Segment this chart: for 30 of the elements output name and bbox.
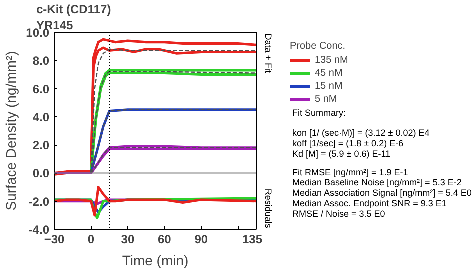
y-tick-label: 4.0 (32, 110, 50, 124)
text: koff [1/sec] = (1.8 ± 0.2) E-6 (292, 138, 404, 148)
chart-title: c-Kit (CD117) (36, 2, 112, 16)
text: Residuals (264, 188, 274, 229)
x-tick-label: 90 (194, 232, 208, 246)
y-tick-label: 0.0 (32, 166, 50, 181)
y-axis-title: Surface Density (ng/mm²) (3, 51, 20, 211)
text: Median Association Signal [ng/mm²] = 5.4 E0 (292, 188, 472, 198)
x-tick-label: 135 (242, 232, 263, 246)
x-tick-label: 0 (88, 232, 95, 246)
y-tick-label: -2.0 (28, 194, 50, 209)
y-tick-label: 2.0 (32, 138, 50, 153)
text: Median Assoc. Endpoint SNR = 9.3 E1 (292, 198, 447, 209)
x-tick-label: 60 (158, 232, 172, 246)
text: Median Baseline Noise [ng/mm²] = 5.3 E-2 (292, 178, 462, 188)
text: RMSE / Noise = 3.5 E0 (292, 209, 386, 220)
text: kon [1/ (sec·M)] = (3.12 ± 0.02) E4 (292, 128, 430, 138)
text: Data + Fit (264, 34, 274, 74)
y-tick-label: 6.0 (32, 82, 50, 96)
legend-label: 15 nM (315, 80, 343, 92)
text: Fit RMSE [ng/mm²] = 1.9 E-1 (292, 167, 408, 178)
text: Fit Summary: (292, 108, 346, 118)
legend-label: 5 nM (315, 94, 338, 104)
legend-label: 135 nM (315, 54, 348, 66)
legend-label: 45 nM (315, 68, 343, 78)
x-axis-title: Time (min) (122, 252, 189, 268)
text: Kd [M] = (5.9 ± 0.6) E-11 (292, 148, 391, 159)
y-tick-label: 8.0 (32, 54, 50, 68)
x-tick-label: 30 (121, 232, 135, 246)
legend-title: Probe Conc. (290, 41, 347, 52)
